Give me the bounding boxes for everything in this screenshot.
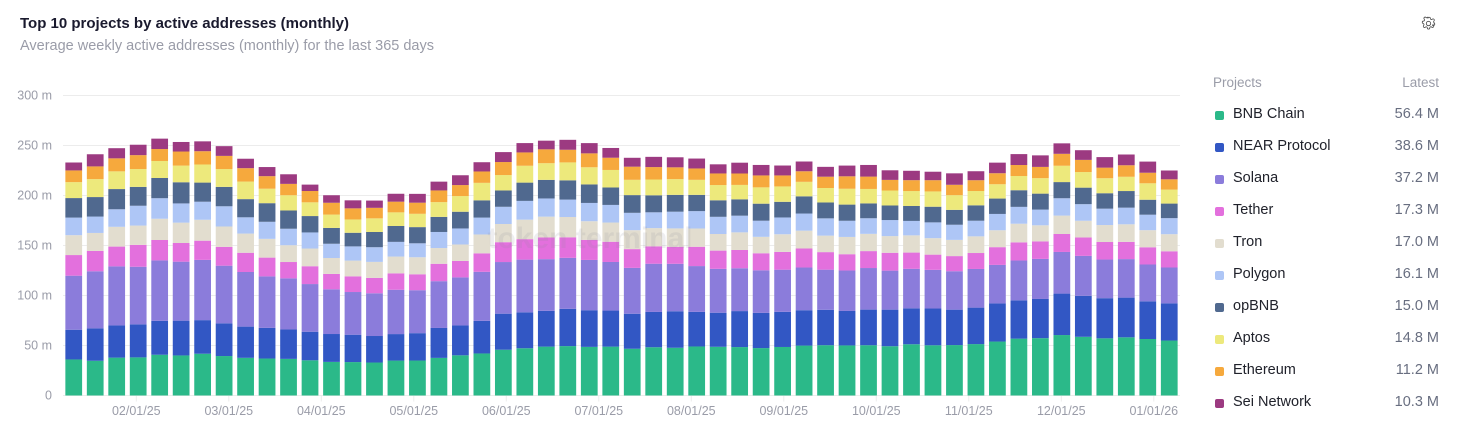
svg-text:200 m: 200 m (17, 189, 52, 203)
svg-text:12/01/25: 12/01/25 (1037, 404, 1086, 418)
svg-text:09/01/25: 09/01/25 (759, 404, 808, 418)
svg-text:02/01/25: 02/01/25 (112, 404, 161, 418)
svg-text:03/01/25: 03/01/25 (204, 404, 253, 418)
svg-text:11/01/25: 11/01/25 (945, 404, 993, 418)
svg-text:250 m: 250 m (17, 139, 52, 153)
svg-text:300 m: 300 m (17, 89, 52, 103)
svg-text:token terminal: token terminal (487, 222, 692, 255)
svg-text:150 m: 150 m (17, 239, 52, 253)
svg-text:04/01/25: 04/01/25 (297, 404, 346, 418)
svg-text:06/01/25: 06/01/25 (482, 404, 531, 418)
svg-text:01/01/26: 01/01/26 (1129, 404, 1178, 418)
svg-text:50 m: 50 m (24, 339, 52, 353)
svg-text:10/01/25: 10/01/25 (852, 404, 901, 418)
svg-text:08/01/25: 08/01/25 (667, 404, 716, 418)
svg-text:100 m: 100 m (17, 289, 52, 303)
svg-text:07/01/25: 07/01/25 (574, 404, 623, 418)
svg-text:0: 0 (45, 389, 52, 403)
svg-text:05/01/25: 05/01/25 (389, 404, 438, 418)
